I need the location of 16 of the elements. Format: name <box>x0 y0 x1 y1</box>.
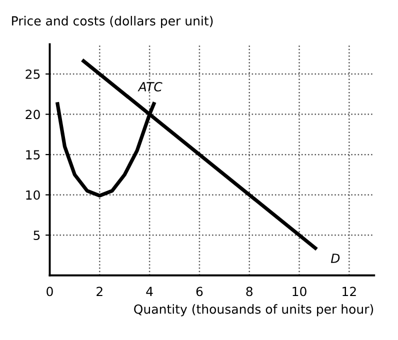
series-label: ATC <box>138 82 162 92</box>
y-tick-label: 15 <box>26 150 40 160</box>
x-tick-label: 12 <box>342 286 356 296</box>
x-tick-label: 10 <box>292 286 306 296</box>
x-tick-label: 6 <box>196 286 203 296</box>
y-tick-label: 10 <box>26 190 40 200</box>
y-tick-label: 20 <box>26 110 40 120</box>
x-tick-label: 0 <box>46 286 53 296</box>
series-label: D <box>330 254 340 263</box>
x-tick-label: 4 <box>146 286 153 296</box>
x-tick-label: 8 <box>246 286 252 296</box>
x-tick-label: 2 <box>96 286 102 296</box>
y-tick-label: 5 <box>34 230 40 240</box>
y-tick-label: 25 <box>26 69 40 79</box>
x-axis-title: Quantity (thousands of units per hour) <box>134 304 374 316</box>
y-axis-title: Price and costs (dollars per unit) <box>12 16 213 28</box>
